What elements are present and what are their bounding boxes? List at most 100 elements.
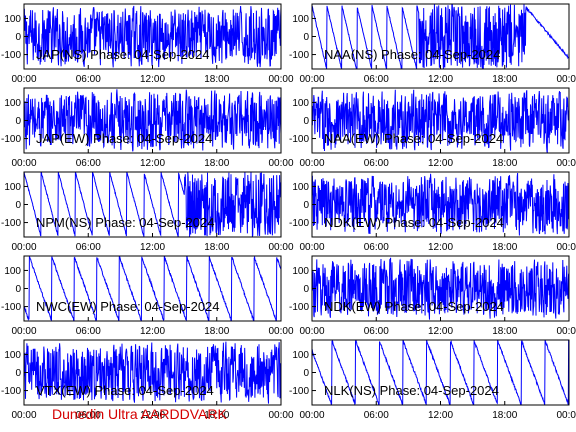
y-tick-label: 100 — [292, 14, 309, 25]
y-tick-label: 0 — [303, 32, 309, 43]
x-tick-label: 00:00 — [268, 410, 293, 421]
x-tick-label: 00:00 — [556, 158, 576, 169]
x-tick-label: 00:00 — [11, 242, 36, 253]
x-tick-label: 12:00 — [140, 326, 165, 337]
x-tick-label: 12:00 — [140, 158, 165, 169]
y-tick-label: 0 — [15, 200, 21, 211]
y-tick-label: 100 — [4, 350, 21, 361]
phase-trace — [312, 4, 569, 69]
x-tick-label: 00:00 — [268, 158, 293, 169]
x-tick-label: 18:00 — [204, 242, 229, 253]
x-tick-label: 00:00 — [556, 410, 576, 421]
x-tick-label: 00:00 — [11, 410, 36, 421]
phase-trace — [24, 5, 281, 68]
y-tick-label: 0 — [15, 116, 21, 127]
phase-panel: 100 0 -100 00:00 06:00 12:00 18:00 00:00 JAP(EW)… — [1, 87, 294, 169]
x-tick-label: 18:00 — [492, 158, 517, 169]
y-tick-label: -100 — [289, 386, 309, 397]
y-tick-label: -100 — [289, 302, 309, 313]
x-tick-label: 12:00 — [140, 242, 165, 253]
y-tick-label: 100 — [292, 350, 309, 361]
y-tick-label: -100 — [289, 134, 309, 145]
y-tick-label: 0 — [15, 32, 21, 43]
y-tick-label: -100 — [1, 386, 21, 397]
y-tick-label: 0 — [303, 116, 309, 127]
x-tick-label: 18:00 — [492, 410, 517, 421]
phase-panel: 100 0 -100 00:00 06:00 12:00 18:00 00:00 JAP(NS)… — [1, 3, 294, 85]
y-tick-label: -100 — [289, 50, 309, 61]
x-tick-label: 12:00 — [428, 410, 453, 421]
panel-title: JAP(EW) Phase: 04-Sep-2024 — [36, 131, 212, 146]
x-tick-label: 06:00 — [76, 158, 101, 169]
phase-panel: 100 0 -100 00:00 06:00 12:00 18:00 00:00 NDK(EW)… — [289, 171, 576, 253]
x-tick-label: 18:00 — [204, 326, 229, 337]
x-tick-label: 06:00 — [76, 410, 101, 421]
y-tick-label: -100 — [289, 218, 309, 229]
y-tick-label: 100 — [292, 182, 309, 193]
x-tick-label: 06:00 — [364, 410, 389, 421]
phase-trace — [312, 340, 569, 405]
panel-title: NPM(NS) Phase: 04-Sep-2024 — [36, 215, 214, 230]
x-tick-label: 18:00 — [492, 326, 517, 337]
y-tick-label: 100 — [4, 182, 21, 193]
x-tick-label: 18:00 — [204, 74, 229, 85]
x-tick-label: 06:00 — [364, 74, 389, 85]
phase-trace — [24, 172, 281, 237]
y-tick-label: -100 — [1, 302, 21, 313]
x-tick-label: 06:00 — [76, 242, 101, 253]
phase-trace — [24, 256, 281, 321]
x-tick-label: 18:00 — [204, 158, 229, 169]
x-tick-label: 06:00 — [364, 158, 389, 169]
x-tick-label: 00:00 — [299, 74, 324, 85]
x-tick-label: 00:00 — [11, 158, 36, 169]
x-tick-label: 00:00 — [268, 326, 293, 337]
x-tick-label: 18:00 — [492, 242, 517, 253]
y-tick-label: 0 — [303, 284, 309, 295]
phase-trace — [24, 341, 281, 404]
phase-panel: 100 0 -100 00:00 06:00 12:00 18:00 00:00 NAA(EW)… — [289, 87, 576, 169]
x-tick-label: 18:00 — [492, 74, 517, 85]
y-tick-label: 100 — [4, 98, 21, 109]
phase-trace — [312, 172, 569, 236]
phase-panel: 100 0 -100 00:00 06:00 12:00 18:00 00:00 NAA(NS)… — [289, 3, 576, 85]
y-tick-label: 100 — [292, 98, 309, 109]
panel-title: NAA(EW) Phase: 04-Sep-2024 — [324, 131, 503, 146]
y-tick-label: 100 — [4, 266, 21, 277]
x-tick-label: 06:00 — [76, 74, 101, 85]
panel-grid: 100 0 -100 00:00 06:00 12:00 18:00 00:00 JAP(NS)… — [1, 3, 576, 421]
x-tick-label: 12:00 — [140, 74, 165, 85]
x-tick-label: 06:00 — [364, 326, 389, 337]
x-tick-label: 06:00 — [76, 326, 101, 337]
footer-label: Dunedin Ultra AARDDVARK — [52, 406, 227, 422]
y-tick-label: 0 — [15, 368, 21, 379]
y-tick-label: 100 — [292, 266, 309, 277]
y-tick-label: 0 — [303, 200, 309, 211]
panel-title: NDK(EW) Phase: 04-Sep-2024 — [324, 215, 504, 230]
y-tick-label: 0 — [303, 368, 309, 379]
x-tick-label: 12:00 — [428, 74, 453, 85]
panel-title: JAP(NS) Phase: 04-Sep-2024 — [36, 47, 209, 62]
x-tick-label: 06:00 — [364, 242, 389, 253]
phase-panel: 100 0 -100 00:00 06:00 12:00 18:00 00:00 NDK(EW)… — [289, 255, 576, 337]
panel-title: NWC(EW) Phase: 04-Sep-2024 — [36, 299, 220, 314]
phase-panel: 100 0 -100 00:00 06:00 12:00 18:00 00:00 VTX(EW)… — [1, 339, 294, 421]
panel-title: NLK(NS) Phase: 04-Sep-2024 — [324, 383, 499, 398]
panel-title: VTX(EW) Phase: 04-Sep-2024 — [36, 383, 214, 398]
phase-trace — [312, 89, 569, 153]
panel-title: NDK(EW) Phase: 04-Sep-2024 — [324, 299, 504, 314]
phase-panel: 100 0 -100 00:00 06:00 12:00 18:00 00:00 NLK(NS)… — [289, 339, 576, 421]
panel-title: NAA(NS) Phase: 04-Sep-2024 — [324, 47, 500, 62]
x-tick-label: 00:00 — [556, 326, 576, 337]
y-tick-label: 100 — [4, 14, 21, 25]
y-tick-label: -100 — [1, 134, 21, 145]
x-tick-label: 00:00 — [11, 326, 36, 337]
phase-trace — [24, 89, 281, 152]
x-tick-label: 00:00 — [299, 326, 324, 337]
x-tick-label: 12:00 — [428, 158, 453, 169]
x-tick-label: 00:00 — [268, 242, 293, 253]
phase-panel: 100 0 -100 00:00 06:00 12:00 18:00 00:00 NWC(EW)… — [1, 255, 294, 337]
y-tick-label: -100 — [1, 50, 21, 61]
x-tick-label: 00:00 — [556, 74, 576, 85]
phase-panel: 100 0 -100 00:00 06:00 12:00 18:00 00:00 NPM(NS)… — [1, 171, 294, 253]
